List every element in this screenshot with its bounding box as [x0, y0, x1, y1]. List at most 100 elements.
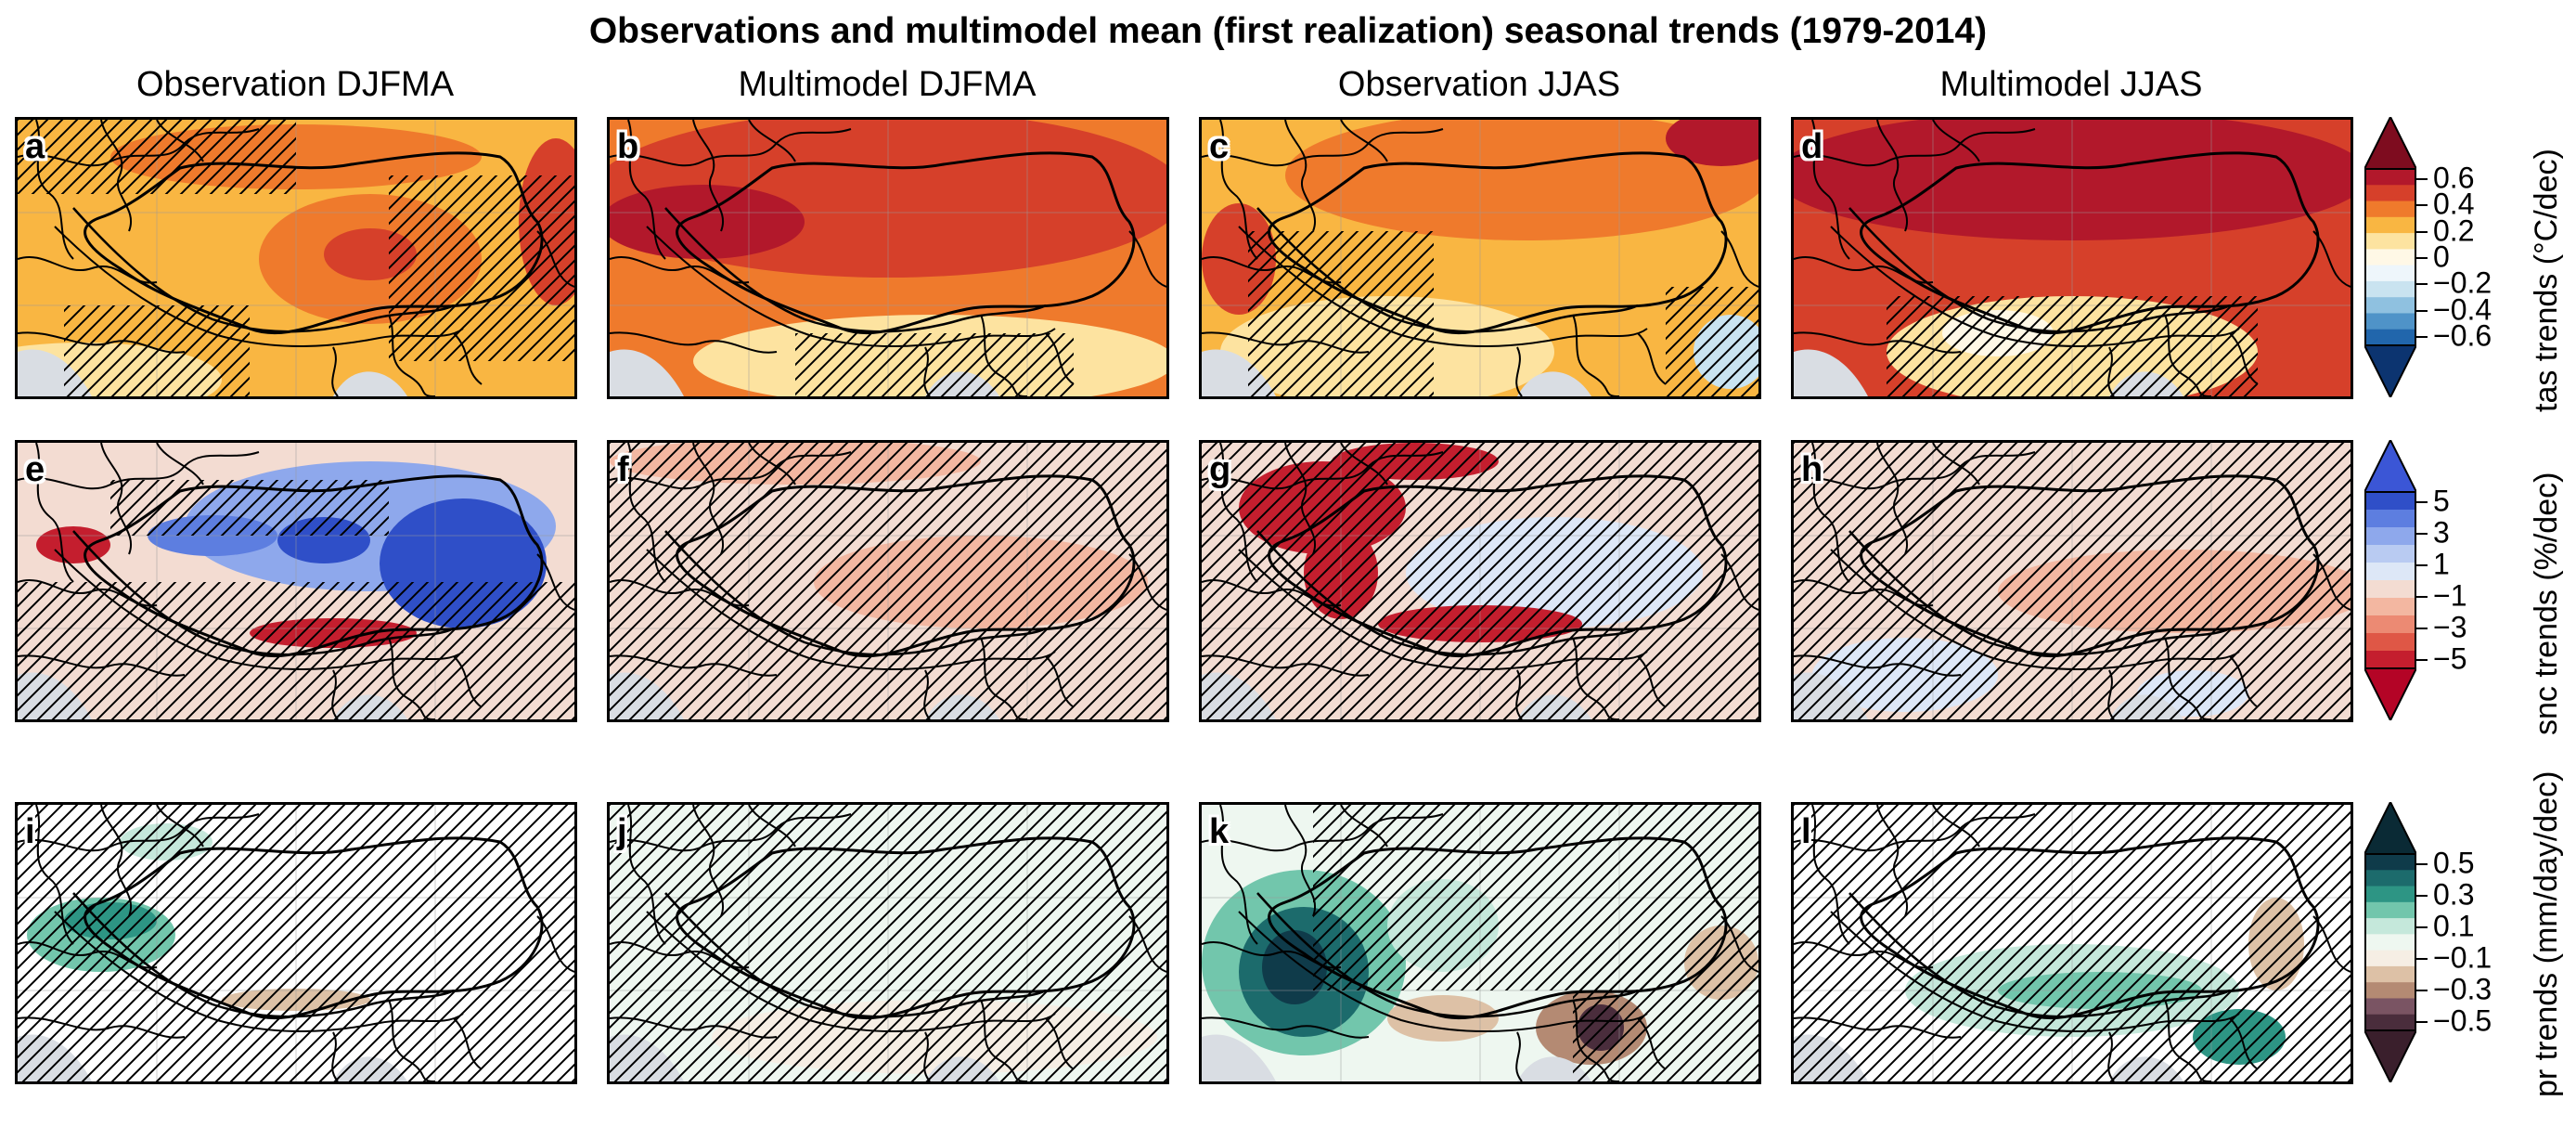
- country-border: [453, 655, 483, 708]
- colorbar-tick-label: 0.1: [2433, 909, 2475, 943]
- country-border: [610, 1016, 778, 1039]
- colorbar-tick: [2416, 863, 2428, 865]
- panel-label: a: [25, 127, 45, 166]
- country-border: [1256, 892, 1639, 1018]
- country-border: [2229, 332, 2259, 385]
- map-field-pr-obs-djfma: [18, 805, 574, 1081]
- country-border: [1202, 451, 1444, 490]
- country-border: [100, 120, 132, 232]
- country-border: [1637, 655, 1667, 708]
- colorbar-segment: [2364, 233, 2416, 250]
- significance-hatching: [1794, 805, 2351, 1081]
- country-border: [18, 813, 260, 852]
- country-border: [18, 451, 260, 490]
- significance-hatching: [1794, 443, 2351, 719]
- colorbar-tick-label: −0.6: [2433, 318, 2492, 353]
- country-border: [646, 549, 1056, 670]
- map-field-snc-mm-djfma: [610, 443, 1166, 719]
- country-border: [2164, 637, 2212, 719]
- country-border: [156, 805, 204, 848]
- colorbar-segment: [2364, 886, 2416, 903]
- colorbar-tick-label: 5: [2433, 484, 2450, 518]
- country-border: [610, 331, 778, 354]
- colorbar-tick: [2416, 257, 2428, 259]
- map-panel-pr-obs-jjas: k: [1199, 802, 1761, 1084]
- map-field-tas-obs-jjas: [1202, 120, 1758, 396]
- colorbar-tick-label: −0.2: [2433, 265, 2492, 300]
- panel-label: g: [1209, 450, 1231, 489]
- map-panel-snc-mm-djfma: f: [607, 440, 1169, 722]
- country-border: [18, 331, 186, 354]
- country-border: [748, 805, 796, 848]
- country-border: [1515, 346, 1523, 396]
- trend-field: [610, 185, 805, 259]
- country-border: [1794, 451, 2036, 490]
- colorbar-tick-label: 1: [2433, 547, 2450, 581]
- country-border: [331, 346, 339, 396]
- colorbar-segment: [2364, 998, 2416, 1016]
- colorbar-tick-label: −0.4: [2433, 292, 2492, 327]
- country-border: [156, 120, 204, 162]
- colorbar-segment: [2364, 297, 2416, 314]
- colorbar-tick: [2416, 204, 2428, 207]
- colorbar-segment: [2364, 870, 2416, 887]
- colorbar-extend-max: [2364, 117, 2416, 170]
- country-border: [1340, 443, 1388, 485]
- significance-hatching: [1666, 287, 1758, 396]
- colorbar-tick-label: −1: [2433, 578, 2467, 613]
- colorbar-segment: [2364, 185, 2416, 202]
- country-border: [1256, 207, 1639, 333]
- colorbar-tick: [2416, 596, 2428, 598]
- colorbar-segment: [2364, 934, 2416, 951]
- plateau-outline: [1268, 474, 1728, 658]
- colorbar-segment: [2364, 492, 2416, 511]
- plateau-outline: [676, 836, 1136, 1020]
- country-border: [1219, 443, 1258, 583]
- country-border: [1340, 805, 1388, 848]
- country-border: [18, 654, 186, 677]
- map-field-pr-mm-djfma: [610, 805, 1166, 1081]
- country-border: [100, 443, 132, 555]
- significance-hatching: [1248, 231, 1434, 396]
- colorbar-segment: [2364, 510, 2416, 528]
- colorbar-tick: [2416, 178, 2428, 180]
- ocean-area: [1202, 1034, 1276, 1081]
- country-border: [54, 549, 464, 670]
- colorbar-label: pr trends (mm/day/dec): [2529, 770, 2564, 1097]
- country-border: [453, 1017, 483, 1070]
- country-border: [980, 637, 1028, 719]
- colorbar-tick: [2416, 336, 2428, 338]
- colorbar-tick-label: 0.3: [2433, 877, 2475, 912]
- country-border: [453, 332, 483, 385]
- country-border: [1515, 669, 1523, 719]
- panel-label: i: [25, 812, 35, 851]
- colorbar-tick: [2416, 501, 2428, 503]
- colorbar-segment: [2364, 918, 2416, 935]
- country-border: [980, 999, 1028, 1081]
- country-border: [1572, 637, 1620, 719]
- country-border: [100, 805, 132, 917]
- colorbar-snc: [2364, 440, 2416, 720]
- colorbar-tick: [2416, 926, 2428, 928]
- country-border: [72, 530, 455, 656]
- colorbar-tick: [2416, 230, 2428, 233]
- country-border: [627, 443, 666, 583]
- country-border: [1830, 549, 2240, 670]
- significance-hatching: [389, 175, 574, 361]
- country-border: [1202, 813, 1444, 852]
- country-border: [2229, 1017, 2259, 1070]
- country-border: [1811, 805, 1850, 945]
- colorbar-segment: [2364, 598, 2416, 616]
- country-border: [1794, 331, 1962, 354]
- colorbar-segment: [2364, 651, 2416, 669]
- country-border: [1284, 805, 1316, 917]
- ocean-area: [1517, 371, 1591, 396]
- ocean-area: [610, 349, 684, 396]
- significance-hatching: [1573, 953, 1758, 1081]
- country-border: [331, 669, 339, 719]
- country-border: [1848, 207, 2231, 333]
- country-border: [1794, 813, 2036, 852]
- country-border: [156, 443, 204, 485]
- colorbar-extend-min: [2364, 344, 2416, 397]
- country-border: [2107, 346, 2115, 396]
